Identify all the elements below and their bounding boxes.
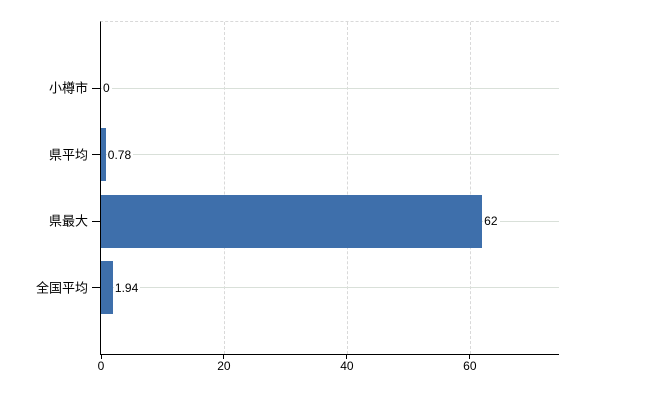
horizontal-gridline: [101, 287, 559, 289]
vertical-gridline: [223, 22, 225, 354]
y-axis-tick: [92, 287, 100, 289]
x-axis-tick: [223, 354, 225, 359]
data-bar: [101, 261, 113, 315]
category-label: 県最大: [48, 213, 88, 229]
plot-area: 0 20 40 60 小樽市 0 県平均 0.78 県最大 62 全国平均 1.94: [36, 21, 559, 372]
vertical-gridline: [469, 22, 471, 354]
vertical-gridline: [346, 22, 348, 354]
x-axis-tick-label: 20: [217, 359, 231, 373]
category-label: 小樽市: [48, 80, 88, 96]
data-bar: [101, 128, 106, 182]
x-axis-tick-label: 60: [463, 359, 477, 373]
x-axis-tick: [101, 354, 102, 359]
category-label: 県平均: [48, 147, 88, 163]
x-axis-tick-label: 0: [97, 359, 105, 373]
horizontal-gridline: [101, 87, 559, 89]
value-label: 62: [483, 214, 500, 229]
value-label: 0.78: [106, 147, 134, 162]
y-axis-tick: [92, 154, 100, 156]
x-axis-tick: [346, 354, 348, 359]
y-axis-tick: [92, 220, 100, 222]
category-label: 全国平均: [35, 280, 88, 296]
x-axis-tick-label: 40: [340, 359, 354, 373]
value-label: 1.94: [113, 280, 141, 295]
horizontal-gridline: [101, 154, 559, 156]
data-bar: [101, 194, 483, 248]
value-label: 0: [102, 81, 112, 96]
x-axis-tick: [469, 354, 471, 359]
y-axis-tick: [92, 87, 100, 89]
